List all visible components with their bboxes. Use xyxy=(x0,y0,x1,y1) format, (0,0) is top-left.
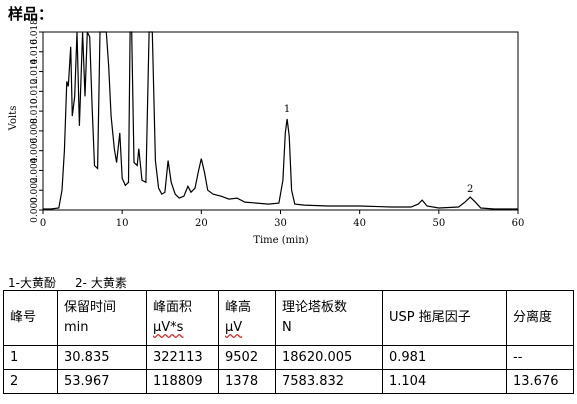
y-tick-label: 0.004 xyxy=(30,157,40,183)
x-tick-label: 60 xyxy=(512,218,525,229)
chromatogram-trace xyxy=(43,31,518,210)
cell-peak-no: 2 xyxy=(3,369,58,394)
cell-peak-no: 1 xyxy=(3,345,58,370)
cell-peak-area: 118809 xyxy=(146,369,219,394)
table-row: 2 53.967 118809 1378 7583.832 1.104 13.6… xyxy=(3,369,574,394)
x-tick-label: 50 xyxy=(432,218,445,229)
chromatogram-line xyxy=(43,31,518,210)
y-tick-label: 0.006 xyxy=(30,138,40,164)
cell-theoretical-plates: 7583.832 xyxy=(275,369,383,394)
cell-usp-tailing: 0.981 xyxy=(382,345,507,370)
sample-title: 样品： xyxy=(8,5,54,23)
x-axis-ticks: 0 10 20 30 40 50 60 xyxy=(40,210,525,229)
compound-legend: 1-大黄酚 2- 大黄素 xyxy=(8,276,127,290)
header-resolution: 分离度 xyxy=(506,290,574,346)
y-tick-label: 0.012 xyxy=(30,78,40,104)
table-header-row: 峰号 保留时间 min 峰面积 μV*s 峰高 μV 理论塔板数 N USP 拖尾因子 … xyxy=(3,290,574,346)
y-tick-label: 0.002 xyxy=(30,177,40,203)
table-row: 1 30.835 322113 9502 18620.005 0.981 -- xyxy=(3,345,574,370)
chromatogram-chart: 0.0000.0020.0040.0060.0080.0100.0120.014… xyxy=(8,19,525,246)
y-tick-label: 0.010 xyxy=(30,98,40,124)
x-tick-label: 40 xyxy=(353,218,366,229)
x-axis-label: Time (min) xyxy=(253,235,308,246)
cell-peak-height: 9502 xyxy=(218,345,276,370)
peak-labels: 12 xyxy=(284,104,474,195)
cell-theoretical-plates: 18620.005 xyxy=(275,345,383,370)
y-axis-label: Volts xyxy=(8,106,19,132)
y-tick-label: 0.018 xyxy=(30,19,40,45)
x-tick-label: 30 xyxy=(274,218,287,229)
y-tick-label: 0.008 xyxy=(30,118,40,144)
header-retention-time: 保留时间 min xyxy=(57,290,147,346)
header-theoretical-plates: 理论塔板数 N xyxy=(275,290,383,346)
cell-retention-time: 30.835 xyxy=(57,345,147,370)
y-axis-ticks: 0.0000.0020.0040.0060.0080.0100.0120.014… xyxy=(30,19,43,223)
x-tick-label: 10 xyxy=(116,218,129,229)
x-tick-label: 20 xyxy=(195,218,208,229)
cell-usp-tailing: 1.104 xyxy=(382,369,507,394)
cell-retention-time: 53.967 xyxy=(57,369,147,394)
plot-frame xyxy=(42,31,519,211)
y-tick-label: 0.016 xyxy=(30,39,40,65)
results-table: 峰号 保留时间 min 峰面积 μV*s 峰高 μV 理论塔板数 N USP 拖尾因子 … xyxy=(3,290,574,394)
y-tick-label: 0.000 xyxy=(30,197,40,223)
header-peak-area: 峰面积 μV*s xyxy=(146,290,219,346)
peak-label: 2 xyxy=(467,184,473,195)
plot-border xyxy=(42,31,519,211)
cell-peak-height: 1378 xyxy=(218,369,276,394)
cell-resolution: 13.676 xyxy=(506,369,574,394)
header-peak-no: 峰号 xyxy=(3,290,58,346)
cell-peak-area: 322113 xyxy=(146,345,219,370)
y-tick-label: 0.014 xyxy=(30,58,40,84)
header-peak-height: 峰高 μV xyxy=(218,290,276,346)
peak-label: 1 xyxy=(284,104,290,115)
cell-resolution: -- xyxy=(506,345,574,370)
header-usp-tailing: USP 拖尾因子 xyxy=(382,290,507,346)
x-tick-label: 0 xyxy=(40,218,46,229)
